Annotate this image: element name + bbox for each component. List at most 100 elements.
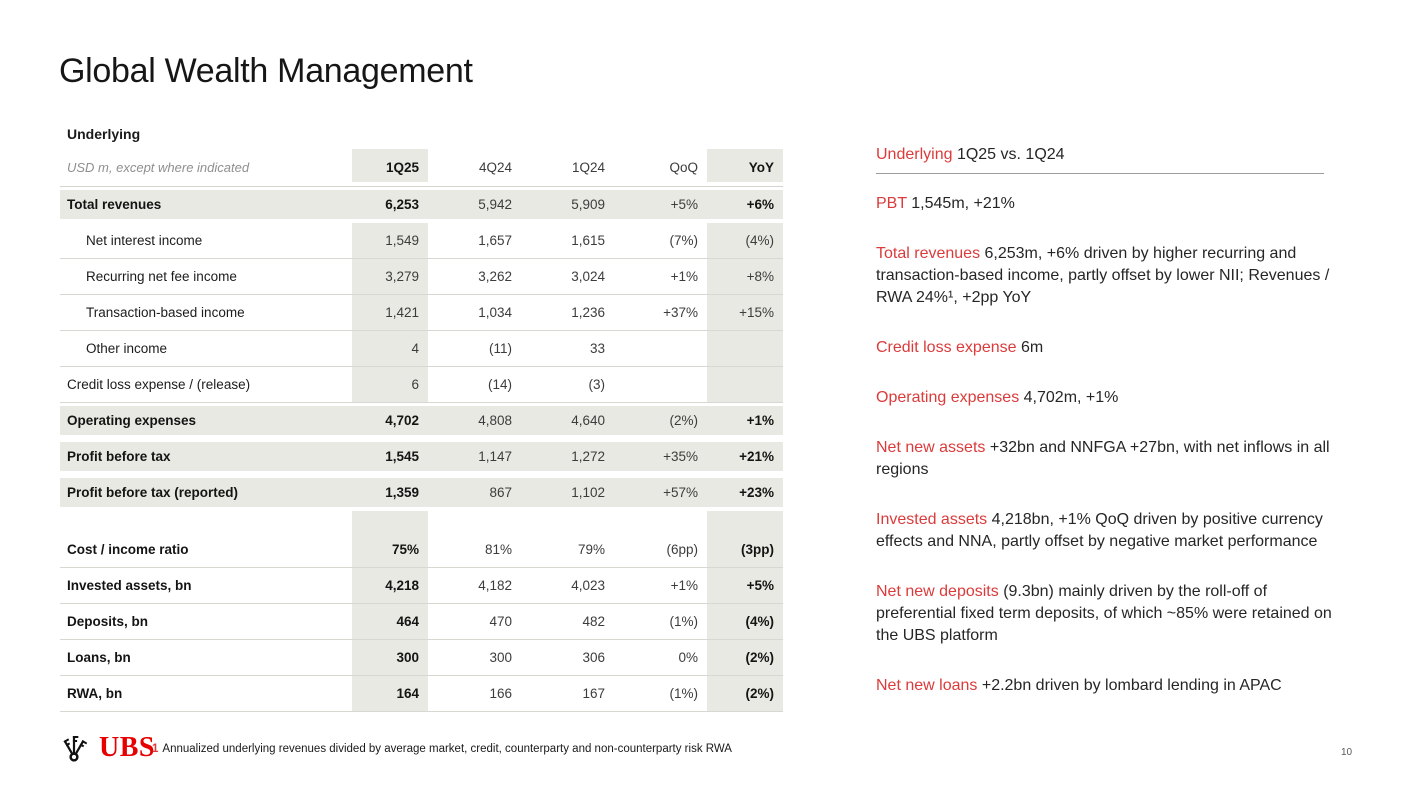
row-label: Cost / income ratio [67, 542, 189, 557]
financial-table: USD m, except where indicated 1Q25 4Q24 1Q… [60, 149, 783, 712]
commentary-keyword: Total revenues [876, 245, 981, 262]
commentary-keyword: Net new deposits [876, 583, 999, 600]
table-row: Cost / income ratio 75% 81% 79% (6pp) (3pp) [60, 532, 783, 568]
column-header-qoq: QoQ [669, 160, 698, 175]
column-header-4q24: 4Q24 [478, 160, 512, 175]
commentary-text: (9.3bn) mainly driven by the roll-off of… [876, 583, 1332, 644]
cell-qoq: (7%) [669, 233, 698, 248]
page-title: Global Wealth Management [59, 52, 473, 90]
cell-1q24: 1,236 [571, 305, 605, 320]
row-label: Operating expenses [67, 413, 197, 428]
cell-1q25: 464 [352, 604, 428, 639]
cell-1q24: 5,909 [571, 197, 605, 212]
cell-yoy: +6% [746, 197, 774, 212]
spacer-cell [521, 511, 614, 532]
cell-1q24: 3,024 [571, 269, 605, 284]
cell-yoy: +5% [707, 568, 783, 603]
cell-1q25: 164 [352, 676, 428, 711]
cell-1q24: 79% [577, 542, 605, 557]
cell-4q24: 867 [489, 485, 512, 500]
row-label: Total revenues [67, 197, 162, 212]
commentary-item: Net new loans +2.2bn driven by lombard l… [876, 675, 1350, 697]
cell-yoy [707, 331, 783, 366]
cell-yoy: (2%) [707, 676, 783, 711]
cell-yoy: (2%) [707, 640, 783, 675]
table-spacer-row [60, 511, 783, 532]
commentary-text: +32bn and NNFGA +27bn, with net inflows … [876, 439, 1330, 478]
cell-qoq: (2%) [669, 413, 698, 428]
cell-4q24: 166 [489, 686, 512, 701]
cell-1q24: 167 [582, 686, 605, 701]
spacer-cell [614, 511, 707, 532]
cell-qoq: +1% [670, 269, 698, 284]
spacer-cell [428, 511, 521, 532]
cell-1q25: 1,549 [352, 223, 428, 258]
cell-1q25: 300 [352, 640, 428, 675]
footnote: 1 Annualized underlying revenues divided … [152, 743, 732, 755]
commentary-item: Credit loss expense 6m [876, 337, 1350, 359]
table-row: Profit before tax (reported) 1,359 867 1,10… [60, 475, 783, 511]
row-label: Deposits, bn [67, 614, 149, 629]
commentary-keyword: Net new assets [876, 439, 986, 456]
cell-qoq: (6pp) [666, 542, 698, 557]
commentary-text: +2.2bn driven by lombard lending in APAC [981, 677, 1282, 694]
cell-yoy: +23% [739, 485, 774, 500]
commentary-item: Operating expenses 4,702m, +1% [876, 387, 1350, 409]
column-header-1q24: 1Q24 [571, 160, 605, 175]
row-label: Credit loss expense / (release) [67, 377, 251, 392]
table-row: RWA, bn 164 166 167 (1%) (2%) [60, 676, 783, 712]
spacer-cell [707, 511, 783, 532]
cell-1q25: 3,279 [352, 259, 428, 294]
table-row: Credit loss expense / (release) 6 (14) (3) [60, 367, 783, 403]
table-units-note: USD m, except where indicated [67, 160, 250, 175]
cell-1q25: 1,359 [385, 485, 419, 500]
ubs-keys-icon [63, 736, 88, 762]
table-row: Profit before tax 1,545 1,147 1,272 +35% +21% [60, 439, 783, 475]
cell-1q25: 4 [352, 331, 428, 366]
row-label: RWA, bn [67, 686, 123, 701]
ubs-logo: UBS [56, 731, 155, 765]
cell-1q24: (3) [588, 377, 606, 392]
financial-table-section: Underlying USD m, except where indicated… [60, 126, 783, 712]
cell-4q24: 470 [489, 614, 512, 629]
cell-yoy: (3pp) [707, 532, 783, 567]
cell-1q25: 4,218 [352, 568, 428, 603]
commentary-item: PBT 1,545m, +21% [876, 193, 1350, 215]
cell-4q24: 5,942 [478, 197, 512, 212]
cell-4q24: (14) [487, 377, 512, 392]
cell-qoq: (1%) [669, 614, 698, 629]
cell-4q24: (11) [488, 341, 512, 356]
column-header-1q25: 1Q25 [352, 149, 428, 186]
cell-qoq: +1% [670, 578, 698, 593]
table-row: Operating expenses 4,702 4,808 4,640 (2%) +1% [60, 403, 783, 439]
commentary-keyword: Invested assets [876, 511, 988, 528]
cell-4q24: 81% [484, 542, 512, 557]
cell-yoy: +1% [746, 413, 774, 428]
commentary-header-text: 1Q25 vs. 1Q24 [956, 146, 1065, 163]
commentary-panel: Underlying 1Q25 vs. 1Q24 PBT 1,545m, +21… [876, 146, 1350, 697]
commentary-keyword: Operating expenses [876, 389, 1020, 406]
cell-yoy: (4%) [707, 604, 783, 639]
cell-yoy: (4%) [707, 223, 783, 258]
cell-4q24: 1,034 [478, 305, 512, 320]
cell-qoq [614, 331, 707, 366]
table-section-label: Underlying [67, 126, 141, 142]
cell-1q24: 1,272 [571, 449, 605, 464]
cell-yoy: +15% [707, 295, 783, 330]
cell-qoq: +5% [670, 197, 698, 212]
cell-4q24: 4,808 [478, 413, 512, 428]
commentary-items: PBT 1,545m, +21% Total revenues 6,253m, +… [876, 193, 1350, 697]
page-number: 10 [1341, 747, 1353, 758]
cell-qoq: 0% [678, 650, 698, 665]
commentary-header-keyword: Underlying [876, 146, 953, 163]
cell-1q24: 482 [582, 614, 605, 629]
column-header-yoy: YoY [707, 149, 783, 186]
cell-1q24: 33 [589, 341, 605, 356]
cell-4q24: 3,262 [478, 269, 512, 284]
cell-1q25: 4,702 [385, 413, 419, 428]
table-row: Other income 4 (11) 33 [60, 331, 783, 367]
cell-1q24: 4,640 [571, 413, 605, 428]
row-label: Profit before tax [67, 449, 171, 464]
commentary-item: Invested assets 4,218bn, +1% QoQ driven … [876, 509, 1350, 553]
cell-4q24: 300 [489, 650, 512, 665]
